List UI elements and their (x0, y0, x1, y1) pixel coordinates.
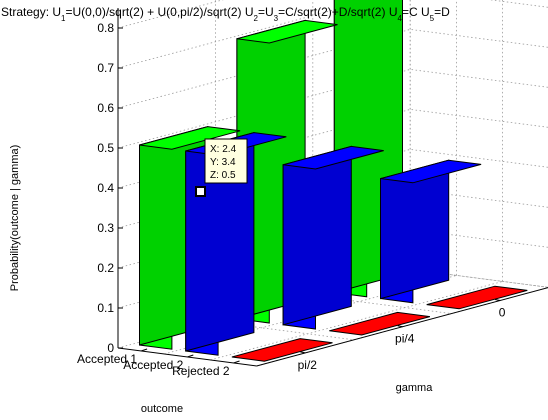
title-part-1: 1 (61, 14, 66, 23)
z-tick-label-8: 0.8 (97, 21, 114, 35)
title-part-9: 5 (430, 14, 435, 23)
bar-rejected-2-0 (426, 285, 528, 310)
x-tick-label-0: Accepted 1 (77, 352, 137, 366)
x-axis-label: outcome (141, 403, 183, 415)
title-part-6: =C/sqrt(2)+D/sqrt(2) U (278, 5, 397, 19)
x-tick-label-2: Rejected 2 (172, 364, 230, 378)
data-tip-y: Y: 3.4 (210, 157, 236, 168)
data-tip[interactable]: X: 2.4 Y: 3.4 Z: 0.5 (195, 138, 248, 197)
data-tip-box (204, 138, 248, 184)
y-tick-label-2: 0 (499, 306, 506, 320)
z-tick-label-1: 0.1 (97, 301, 114, 315)
z-tick-label-0: 0 (107, 341, 114, 355)
z-tick-label-3: 0.3 (97, 221, 114, 235)
title-part-7: 4 (397, 14, 402, 23)
title-part-5: 3 (274, 14, 279, 23)
z-tick-label-5: 0.5 (97, 141, 114, 155)
gridline-z-8 (117, 0, 224, 29)
z-tick-label-2: 0.2 (97, 261, 114, 275)
z-tick-label-7: 0.7 (97, 61, 114, 75)
ticks: 0 0.1 0.2 0.3 0.4 0.5 0.6 0.7 0.8 Accepted 1Accep… (77, 8, 548, 378)
data-tip-z: Z: 0.5 (210, 170, 236, 181)
gridline-floor-x-2 (210, 281, 503, 361)
bar-rejected-2-pi-4 (329, 311, 431, 336)
bar-accepted-2-pi-4 (282, 145, 384, 330)
y-tick-label-0: pi/2 (298, 358, 318, 372)
y-axis-label: gamma (396, 382, 434, 394)
data-tip-x: X: 2.4 (210, 144, 237, 155)
data-tip-marker[interactable] (195, 186, 206, 197)
title-part-8: =C U (402, 5, 430, 19)
gridline-z-5 (117, 68, 548, 149)
title-part-10: =D (434, 5, 450, 19)
z-tick-label-4: 0.4 (97, 181, 114, 195)
title-part-2: =U(0,0)/sqrt(2) + U(0,pi/2)/sqrt(2) U (65, 5, 253, 19)
gridline-z-7 (117, 0, 548, 69)
z-tick-label-6: 0.6 (97, 101, 114, 115)
chart-title: Strategy: U1=U(0,0)/sqrt(2) + U(0,pi/2)/… (1, 5, 450, 23)
title-part-0: Strategy: U (1, 5, 61, 19)
gridline-floor-y-3 (410, 269, 548, 288)
gridline-floor-y-2 (312, 295, 452, 314)
gridline-z-6 (117, 28, 548, 109)
bar-accepted-2-0 (380, 159, 482, 304)
gridline-floor-y-1 (215, 321, 355, 341)
title-part-3: 2 (254, 14, 259, 23)
y-tick-label-1: pi/4 (395, 332, 415, 346)
z-axis-label: Probability(outcome | gamma) (9, 145, 21, 292)
x-tick-label-1: Accepted 2 (123, 358, 183, 372)
title-part-4: =U (258, 5, 274, 19)
bar-rejected-2-pi-2 (231, 338, 333, 362)
bars (139, 0, 528, 362)
